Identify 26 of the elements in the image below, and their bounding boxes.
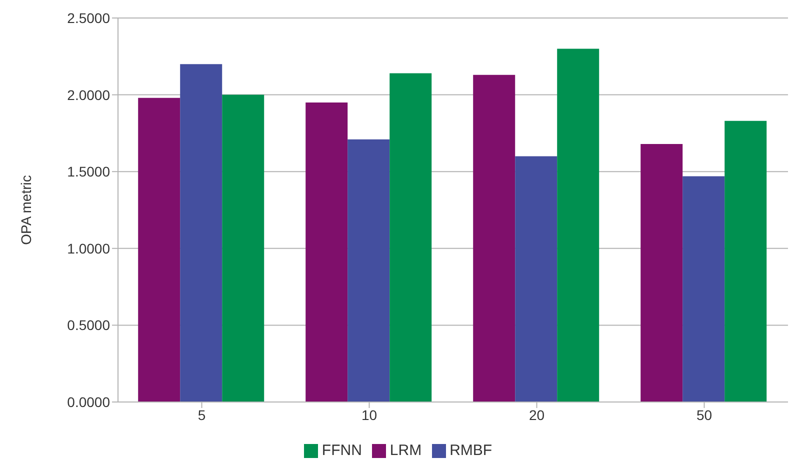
x-tick-label: 5	[198, 406, 206, 423]
bar	[306, 102, 348, 402]
y-tick-label: 1.0000	[67, 240, 110, 256]
y-tick-label: 0.5000	[67, 317, 110, 334]
x-tick-label: 10	[361, 406, 378, 423]
legend-label: RMBF	[450, 442, 492, 459]
bar	[222, 94, 264, 402]
legend-label: FFNN	[322, 442, 362, 459]
bar	[138, 98, 180, 402]
bar	[390, 73, 432, 402]
legend-label: LRM	[390, 442, 422, 459]
x-tick-label: 20	[528, 406, 545, 423]
bar	[348, 139, 390, 402]
bar	[515, 156, 558, 402]
y-tick-label: 2.0000	[67, 86, 110, 103]
bar	[640, 144, 683, 402]
y-tick-label: 1.5000	[67, 164, 110, 180]
bar	[473, 74, 516, 402]
y-tick-label: 0.0000	[67, 394, 110, 410]
x-tick-label: 50	[696, 406, 712, 423]
y-axis-title: OPA metric	[18, 175, 34, 245]
bar	[724, 120, 767, 402]
y-tick-label: 2.5000	[67, 10, 110, 26]
bar	[180, 64, 222, 402]
bar	[557, 48, 600, 402]
bar	[682, 176, 725, 402]
